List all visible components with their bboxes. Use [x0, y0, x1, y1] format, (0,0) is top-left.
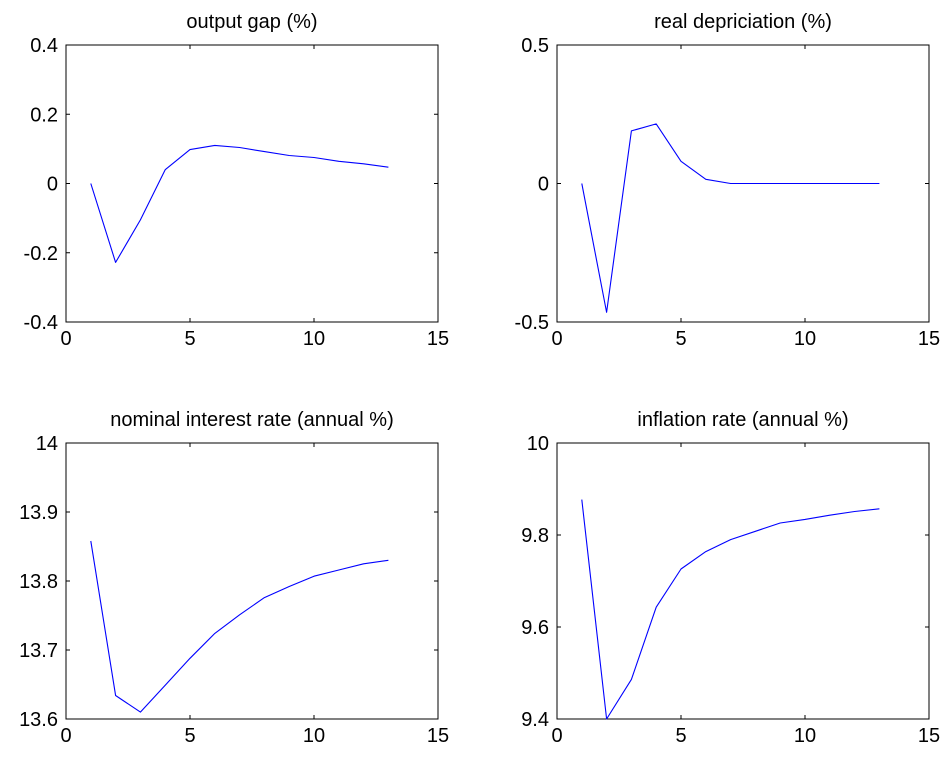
y-tick-label: 13.9	[19, 502, 58, 524]
series-line	[581, 499, 880, 720]
x-tick-label: 0	[60, 328, 71, 350]
x-tick-label: 0	[551, 328, 562, 350]
subplot-4: inflation rate (annual %) 0 5 10 15 9.4 9.6 9.8…	[521, 409, 940, 747]
subplot-1: output gap (%) 0 5 10 15 -0.4 -0.2 0 0.2 0.4	[24, 11, 450, 350]
axes-box	[556, 442, 930, 720]
x-tick-label: 10	[303, 328, 325, 350]
chart-title: output gap (%)	[186, 11, 317, 33]
chart-title: inflation rate (annual %)	[637, 409, 848, 431]
subplot-3: nominal interest rate (annual %) 0 5 10 15 13…	[19, 409, 449, 747]
y-tick-label: -0.4	[24, 312, 58, 334]
x-tick-label: 0	[60, 725, 71, 747]
chart-title: real depriciation (%)	[654, 11, 832, 33]
y-tick-label: 9.8	[521, 525, 549, 547]
y-tick-label: 13.6	[19, 709, 58, 731]
y-tick-label: 0	[538, 174, 549, 196]
x-tick-label: 5	[184, 328, 195, 350]
y-tick-label: 0.5	[521, 35, 549, 57]
y-tick-label: 0	[47, 174, 58, 196]
y-tick-label: 9.4	[521, 709, 549, 731]
x-tick-label: 5	[184, 725, 195, 747]
y-tick-label: 14	[36, 433, 58, 455]
y-tick-label: -0.2	[24, 243, 58, 265]
axes-box	[65, 442, 439, 720]
y-tick-label: 9.6	[521, 617, 549, 639]
y-tick-label: -0.5	[515, 312, 549, 334]
x-tick-label: 10	[794, 725, 816, 747]
x-tick-label: 15	[427, 725, 449, 747]
axes-box	[65, 44, 439, 323]
x-tick-label: 15	[918, 725, 940, 747]
y-tick-label: 0.4	[30, 35, 58, 57]
x-tick-label: 10	[303, 725, 325, 747]
y-tick-label: 0.2	[30, 104, 58, 126]
series-line	[581, 123, 880, 313]
x-tick-label: 15	[427, 328, 449, 350]
series-line	[90, 144, 389, 263]
y-tick-label: 10	[527, 433, 549, 455]
x-tick-label: 5	[675, 725, 686, 747]
series-line	[90, 540, 389, 713]
x-tick-label: 10	[794, 328, 816, 350]
x-tick-label: 5	[675, 328, 686, 350]
subplot-2: real depriciation (%)0 5 10 15-0.500.5	[515, 11, 941, 350]
x-tick-label: 0	[551, 725, 562, 747]
chart-title: nominal interest rate (annual %)	[110, 409, 393, 431]
x-tick-label: 15	[918, 328, 940, 350]
y-tick-label: 13.8	[19, 571, 58, 593]
y-tick-label: 13.7	[19, 640, 58, 662]
